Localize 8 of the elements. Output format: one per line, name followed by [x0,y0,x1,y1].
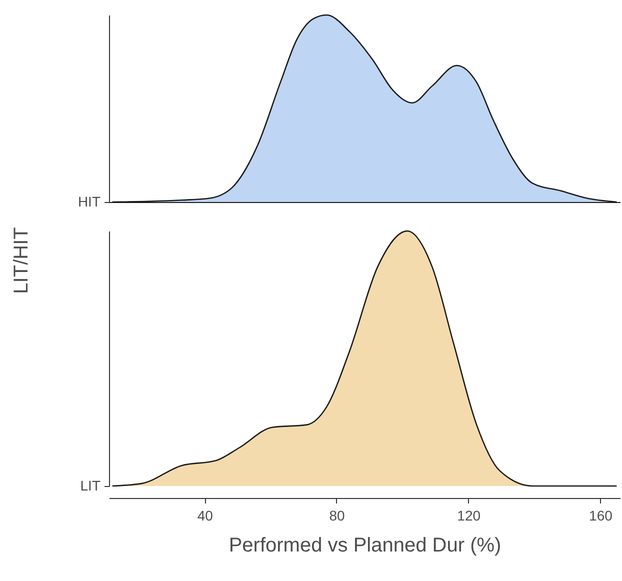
x-axis-title: Performed vs Planned Dur (%) [228,534,502,556]
series-label: HIT [78,194,101,210]
series-label: LIT [80,478,101,494]
x-tick-label: 120 [457,508,481,524]
x-tick-label: 40 [197,508,214,524]
x-tick-label: 80 [329,508,345,524]
y-axis-title: LIT/HIT [10,227,32,294]
x-tick-label: 160 [589,508,613,524]
